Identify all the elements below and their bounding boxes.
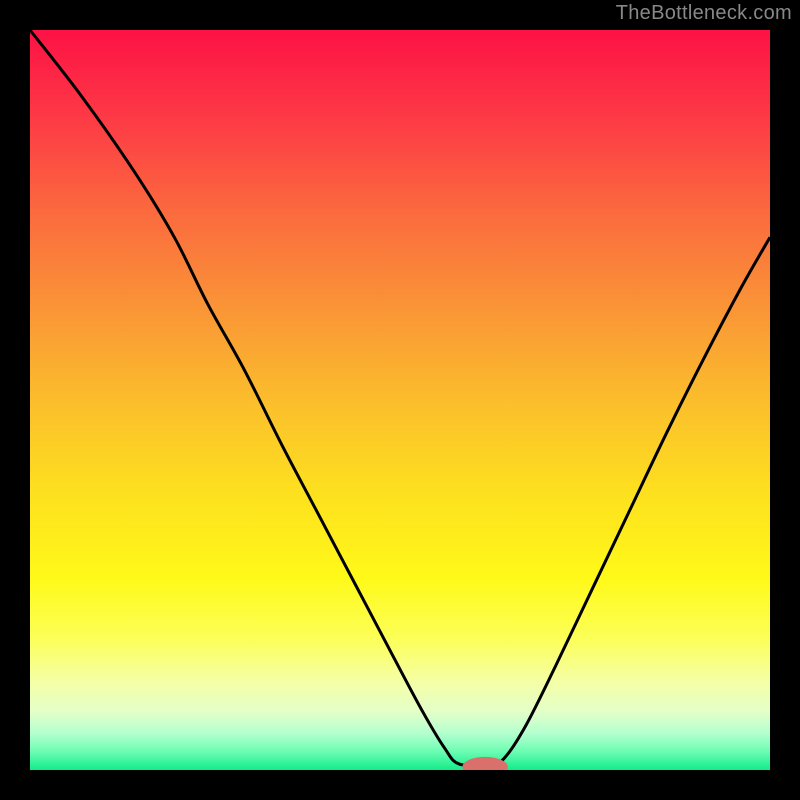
frame-left bbox=[0, 0, 30, 800]
frame-bottom bbox=[0, 770, 800, 800]
bottleneck-chart bbox=[0, 0, 800, 800]
chart-container: TheBottleneck.com bbox=[0, 0, 800, 800]
frame-right bbox=[770, 0, 800, 800]
gradient-background bbox=[30, 30, 770, 770]
watermark-label: TheBottleneck.com bbox=[616, 2, 792, 25]
